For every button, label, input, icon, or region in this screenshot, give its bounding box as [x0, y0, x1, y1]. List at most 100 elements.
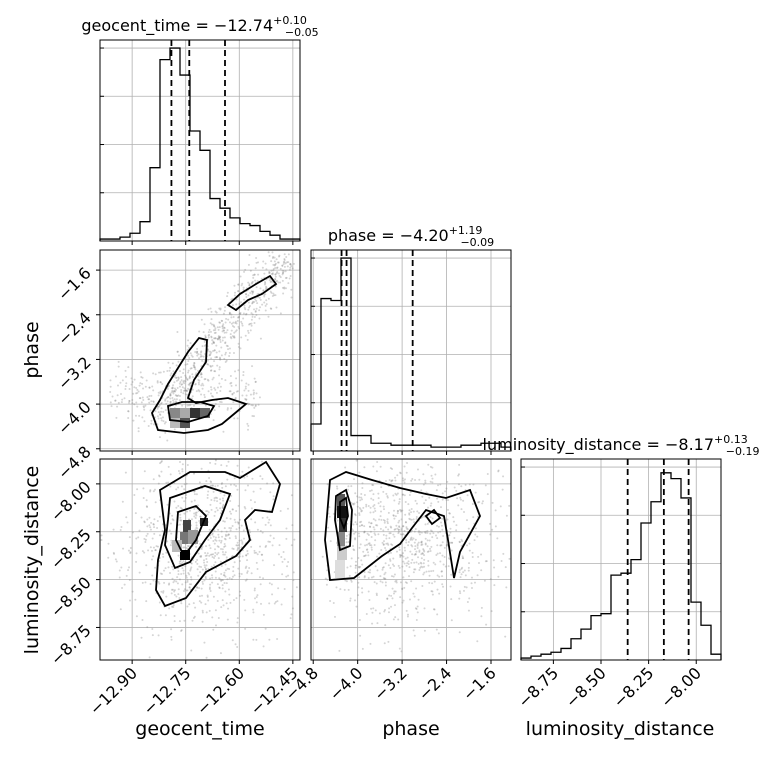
sample-point [468, 597, 471, 600]
sample-point [252, 389, 255, 392]
sample-point [177, 573, 180, 576]
sample-point [263, 294, 266, 297]
sample-point [404, 513, 407, 516]
sample-point [252, 290, 255, 293]
sample-point [174, 394, 177, 397]
sample-point [164, 409, 167, 412]
y-tick-label-luminosity_distance: −8.50 [47, 573, 95, 621]
sample-point [145, 499, 148, 502]
sample-point [235, 322, 238, 325]
sample-point [291, 595, 294, 598]
sample-point [241, 470, 244, 473]
sample-point [218, 366, 221, 369]
sample-point [380, 510, 383, 513]
sample-point [385, 534, 388, 537]
sample-point [158, 515, 161, 518]
sample-point [219, 357, 222, 360]
y-tick-label-phase: −1.6 [54, 263, 95, 304]
sample-point [236, 621, 239, 624]
sample-point [169, 366, 172, 369]
sample-point [493, 584, 496, 587]
sample-point [252, 415, 255, 418]
sample-point [347, 541, 350, 544]
sample-point [356, 501, 359, 504]
sample-point [243, 306, 246, 309]
sample-point [347, 588, 350, 591]
sample-point [387, 640, 390, 643]
sample-point [421, 495, 424, 498]
sample-point [402, 555, 405, 558]
sample-point [422, 473, 425, 476]
sample-point [223, 357, 226, 360]
sample-point [401, 552, 404, 555]
sample-point [391, 597, 394, 600]
sample-point [405, 527, 408, 530]
sample-point [255, 392, 258, 395]
sample-point [414, 545, 417, 548]
sample-point [200, 350, 203, 353]
sample-point [271, 273, 274, 276]
sample-point [222, 430, 225, 433]
sample-point [142, 387, 145, 390]
sample-point [372, 484, 375, 487]
sample-point [247, 263, 250, 266]
sample-point [253, 406, 256, 409]
sample-point [195, 514, 198, 517]
sample-point [363, 576, 366, 579]
sample-point [274, 273, 277, 276]
sample-point [441, 498, 444, 501]
sample-point [187, 518, 190, 521]
sample-point [211, 323, 214, 326]
sample-point [250, 518, 253, 521]
title-prefix: geocent_time = [81, 16, 214, 36]
sample-point [214, 402, 217, 405]
sample-point [221, 339, 224, 342]
sample-point [441, 517, 444, 520]
sample-point [153, 518, 156, 521]
sample-point [275, 258, 278, 261]
sample-point [484, 560, 487, 563]
sample-point [127, 410, 130, 413]
sample-point [170, 391, 173, 394]
sample-point [153, 532, 156, 535]
sample-point [465, 586, 468, 589]
sample-point [207, 331, 210, 334]
sample-point [171, 588, 174, 591]
sample-point [235, 544, 238, 547]
sample-point [168, 369, 171, 372]
sample-point [239, 311, 242, 314]
sample-point [257, 261, 260, 264]
sample-point [125, 382, 128, 385]
sample-point [443, 556, 446, 559]
sample-point [201, 345, 204, 348]
sample-point [219, 335, 222, 338]
sample-point [188, 377, 191, 380]
sample-point [211, 616, 214, 619]
sample-point [358, 576, 361, 579]
sample-point [220, 530, 223, 533]
sample-point [423, 502, 426, 505]
sample-point [388, 607, 391, 610]
sample-point [446, 518, 449, 521]
sample-point [263, 272, 266, 275]
sample-point [435, 489, 438, 492]
sample-point [178, 560, 181, 563]
sample-point [401, 493, 404, 496]
sample-point [214, 576, 217, 579]
title-prefix: luminosity_distance = [483, 435, 665, 455]
sample-point [213, 325, 216, 328]
sample-point [152, 478, 155, 481]
sample-point [240, 524, 243, 527]
sample-point [236, 646, 239, 649]
sample-point [212, 490, 215, 493]
sample-point [440, 524, 443, 527]
sample-point [285, 527, 288, 530]
sample-point [173, 389, 176, 392]
sample-point [152, 555, 155, 558]
sample-point [284, 277, 287, 280]
sample-point [264, 309, 267, 312]
sample-point [231, 524, 234, 527]
sample-point [215, 356, 218, 359]
sample-point [401, 477, 404, 480]
sample-point [403, 546, 406, 549]
